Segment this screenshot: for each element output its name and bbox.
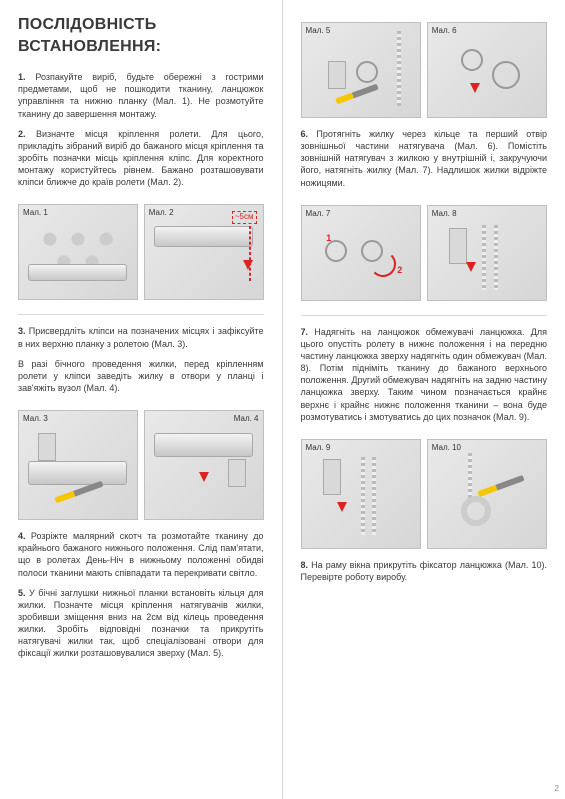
figure-6: Мал. 6 xyxy=(427,22,547,118)
note-5cm: ~5см xyxy=(232,211,257,224)
fixator-icon xyxy=(461,496,491,526)
step-1-text: Розпакуйте виріб, будьте обережні з гост… xyxy=(18,72,264,118)
chain-icon xyxy=(482,225,486,291)
arrow-down-icon xyxy=(466,262,476,272)
step-1: 1. Розпакуйте виріб, будьте обережні з г… xyxy=(18,71,264,120)
page-title: ПОСЛІДОВНІСТЬ ВСТАНОВЛЕННЯ: xyxy=(18,14,264,57)
roller-icon xyxy=(154,433,253,457)
badge-1: 1 xyxy=(323,232,335,244)
step-7-num: 7. xyxy=(301,327,309,337)
fig-row-9-10: Мал. 9 Мал. 10 xyxy=(301,439,548,549)
step-6-text: Протягніть жилку через кільце та перший … xyxy=(301,129,548,188)
figure-7: Мал. 7 1 2 xyxy=(301,205,421,301)
step-1-num: 1. xyxy=(18,72,26,82)
step-4-text: Розріжте малярний скотч та розмотайте тк… xyxy=(18,531,264,577)
arrow-curve-icon xyxy=(370,251,396,277)
step-4-num: 4. xyxy=(18,531,26,541)
figure-10-label: Мал. 10 xyxy=(432,443,461,454)
divider xyxy=(18,314,264,315)
page-number: 2 xyxy=(555,784,559,795)
fig-row-3-4: Мал. 3 Мал. 4 xyxy=(18,410,264,520)
step-2-text: Визначте місця кріплення ролети. Для цьо… xyxy=(18,129,264,188)
arrow-down-icon xyxy=(470,83,480,93)
chain-icon xyxy=(468,453,472,503)
figure-5-label: Мал. 5 xyxy=(306,26,331,37)
arrow-down-icon xyxy=(243,260,253,270)
fig-row-7-8: Мал. 7 1 2 Мал. 8 xyxy=(301,205,548,301)
figure-4: Мал. 4 xyxy=(144,410,264,520)
roller-icon xyxy=(28,461,127,485)
step-3: 3. Присвердліть кліпси на позначених міс… xyxy=(18,325,264,349)
figure-8: Мал. 8 xyxy=(427,205,547,301)
bracket-icon xyxy=(323,459,341,495)
figure-8-label: Мал. 8 xyxy=(432,209,457,220)
ring-icon xyxy=(356,61,378,83)
figure-3: Мал. 3 xyxy=(18,410,138,520)
divider xyxy=(301,315,548,316)
figure-2: Мал. 2 ~5см xyxy=(144,204,264,300)
figure-1-label: Мал. 1 xyxy=(23,208,48,219)
step-7-text: Надягніть на ланцюжок обмежувачі ланцюжк… xyxy=(301,327,548,422)
figure-5: Мал. 5 xyxy=(301,22,421,118)
figure-4-label: Мал. 4 xyxy=(234,414,259,425)
left-column: ПОСЛІДОВНІСТЬ ВСТАНОВЛЕННЯ: 1. Розпакуйт… xyxy=(0,0,283,799)
figure-7-label: Мал. 7 xyxy=(306,209,331,220)
step-3b: В разі бічного проведення жилки, перед к… xyxy=(18,358,264,394)
page: ПОСЛІДОВНІСТЬ ВСТАНОВЛЕННЯ: 1. Розпакуйт… xyxy=(0,0,565,799)
step-7: 7. Надягніть на ланцюжок обмежувачі ланц… xyxy=(301,326,548,423)
figure-9-label: Мал. 9 xyxy=(306,443,331,454)
step-3-num: 3. xyxy=(18,326,26,336)
fig-row-5-6: Мал. 5 Мал. 6 xyxy=(301,22,548,118)
chain-icon xyxy=(361,457,365,535)
step-6-num: 6. xyxy=(301,129,309,139)
roller-icon xyxy=(28,264,127,281)
chain-icon xyxy=(494,225,498,291)
bracket-icon xyxy=(228,459,246,487)
arrow-down-icon xyxy=(337,502,347,512)
step-2: 2. Визначте місця кріплення ролети. Для … xyxy=(18,128,264,189)
figure-2-label: Мал. 2 xyxy=(149,208,174,219)
chain-icon xyxy=(397,31,401,106)
figure-1: Мал. 1 xyxy=(18,204,138,300)
roller-icon xyxy=(154,226,253,247)
chain-icon xyxy=(372,457,376,535)
bracket-icon xyxy=(38,433,56,461)
right-column: Мал. 5 Мал. 6 6. Протягніть жилку через … xyxy=(283,0,565,799)
badge-2: 2 xyxy=(394,264,406,276)
step-8-num: 8. xyxy=(301,560,309,570)
step-2-num: 2. xyxy=(18,129,26,139)
fig-row-1-2: Мал. 1 Мал. 2 ~5см xyxy=(18,204,264,300)
bracket-icon xyxy=(328,61,346,89)
step-3-text: Присвердліть кліпси на позначених місцях… xyxy=(18,326,264,348)
ring-icon xyxy=(492,61,520,89)
ring-icon xyxy=(461,49,483,71)
figure-3-label: Мал. 3 xyxy=(23,414,48,425)
figure-9: Мал. 9 xyxy=(301,439,421,549)
step-8: 8. На раму вікна прикрутіть фіксатор лан… xyxy=(301,559,548,583)
screwdriver-icon xyxy=(478,475,525,497)
arrow-down-icon xyxy=(199,472,209,482)
dashed-line-icon xyxy=(249,226,251,281)
step-5-text: У бічні заглушки нижньої планки встанові… xyxy=(18,588,264,659)
step-8-text: На раму вікна прикрутіть фіксатор ланцюж… xyxy=(301,560,547,582)
step-5-num: 5. xyxy=(18,588,26,598)
step-4: 4. Розріжте малярний скотч та розмотайте… xyxy=(18,530,264,579)
bracket-icon xyxy=(449,228,467,264)
figure-10: Мал. 10 xyxy=(427,439,547,549)
figure-6-label: Мал. 6 xyxy=(432,26,457,37)
step-6: 6. Протягніть жилку через кільце та перш… xyxy=(301,128,548,189)
step-5: 5. У бічні заглушки нижньої планки встан… xyxy=(18,587,264,660)
